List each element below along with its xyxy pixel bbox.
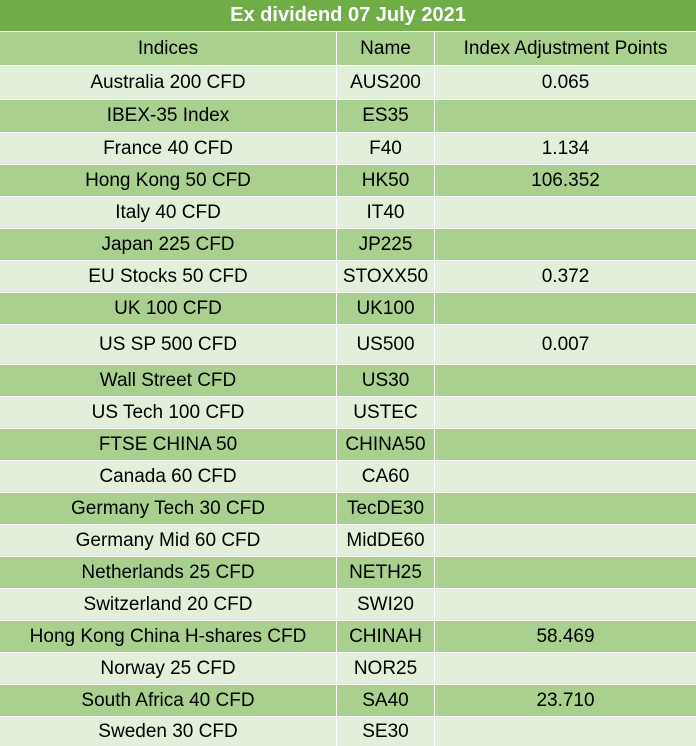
symbol-cell: STOXX50 [337,261,435,292]
points-cell [435,365,696,396]
table-row: Australia 200 CFD AUS200 0.065 [0,66,696,100]
table-row: US Tech 100 CFD USTEC [0,397,696,429]
index-cell: Norway 25 CFD [0,653,337,684]
points-cell: 0.007 [541,333,590,355]
symbol-cell: CHINA50 [337,429,435,460]
points-cell: 0.372 [541,265,590,287]
table-row: IBEX-35 Index ES35 [0,100,696,133]
points-cell [435,100,696,132]
index-cell: Australia 200 CFD [0,66,337,99]
points-cell [435,197,696,228]
table-row: Germany Tech 30 CFD TecDE30 [0,493,696,525]
points-cell [435,557,696,588]
symbol-cell: US30 [337,365,435,396]
header-index-adjustment-points: Index Adjustment Points [463,37,668,59]
symbol-cell: ES35 [337,100,435,132]
table-row: US SP 500 CFD US500 0.007 [0,325,696,365]
symbol-cell: SE30 [337,717,435,746]
table-row: Switzerland 20 CFD SWI20 [0,589,696,621]
points-cell [435,429,696,460]
table-row: Italy 40 CFD IT40 [0,197,696,229]
index-cell: Hong Kong 50 CFD [0,165,337,196]
index-cell: UK 100 CFD [0,293,337,324]
header-indices: Indices [0,32,337,65]
symbol-cell: HK50 [337,165,435,196]
points-cell [435,461,696,492]
points-cell [435,229,696,260]
index-cell: Italy 40 CFD [0,197,337,228]
points-cell: 106.352 [531,169,600,191]
symbol-cell: UK100 [337,293,435,324]
index-cell: US Tech 100 CFD [0,397,337,428]
table-row: France 40 CFD F40 1.134 [0,133,696,165]
symbol-cell: SA40 [337,685,435,716]
points-cell: 23.710 [536,689,595,711]
table-row: Germany Mid 60 CFD MidDE60 [0,525,696,557]
points-cell [435,653,696,684]
table-row: Netherlands 25 CFD NETH25 [0,557,696,589]
table-row: Japan 225 CFD JP225 [0,229,696,261]
table-header-row: Indices Name Index Adjustment Points [0,32,696,66]
symbol-cell: NETH25 [337,557,435,588]
index-cell: South Africa 40 CFD [0,685,337,716]
points-cell [435,525,696,556]
table-row: UK 100 CFD UK100 [0,293,696,325]
table-row: Canada 60 CFD CA60 [0,461,696,493]
table-title: Ex dividend 07 July 2021 [0,0,696,32]
index-cell: IBEX-35 Index [0,100,337,132]
points-cell [435,493,696,524]
index-cell: Switzerland 20 CFD [0,589,337,620]
table-row: Hong Kong China H-shares CFD CHINAH 58.4… [0,621,696,653]
symbol-cell: IT40 [337,197,435,228]
index-cell: France 40 CFD [0,133,337,164]
table-row: EU Stocks 50 CFD STOXX50 0.372 [0,261,696,293]
index-cell: Hong Kong China H-shares CFD [0,621,337,652]
symbol-cell: US500 [337,325,435,364]
symbol-cell: AUS200 [337,66,435,99]
points-cell [435,293,696,324]
points-cell: 58.469 [536,625,595,647]
index-cell: Canada 60 CFD [0,461,337,492]
table-row: South Africa 40 CFD SA40 23.710 [0,685,696,717]
index-cell: Japan 225 CFD [0,229,337,260]
points-cell: 0.065 [541,71,590,93]
index-cell: Germany Tech 30 CFD [0,493,337,524]
symbol-cell: CHINAH [337,621,435,652]
table-row: Sweden 30 CFD SE30 [0,717,696,746]
table-row: Hong Kong 50 CFD HK50 106.352 [0,165,696,197]
points-cell [435,397,696,428]
symbol-cell: NOR25 [337,653,435,684]
table-row: FTSE CHINA 50 CHINA50 [0,429,696,461]
symbol-cell: MidDE60 [337,525,435,556]
table-row: Norway 25 CFD NOR25 [0,653,696,685]
header-name: Name [337,32,435,65]
index-cell: Sweden 30 CFD [0,717,337,746]
points-cell [435,589,696,620]
points-cell [435,717,696,746]
index-cell: Netherlands 25 CFD [0,557,337,588]
symbol-cell: USTEC [337,397,435,428]
index-cell: US SP 500 CFD [0,325,337,364]
symbol-cell: CA60 [337,461,435,492]
index-cell: FTSE CHINA 50 [0,429,337,460]
index-cell: Wall Street CFD [0,365,337,396]
index-cell: EU Stocks 50 CFD [0,261,337,292]
index-cell: Germany Mid 60 CFD [0,525,337,556]
symbol-cell: TecDE30 [337,493,435,524]
table-row: Wall Street CFD US30 [0,365,696,397]
symbol-cell: JP225 [337,229,435,260]
points-cell: 1.134 [541,137,590,159]
symbol-cell: F40 [337,133,435,164]
symbol-cell: SWI20 [337,589,435,620]
